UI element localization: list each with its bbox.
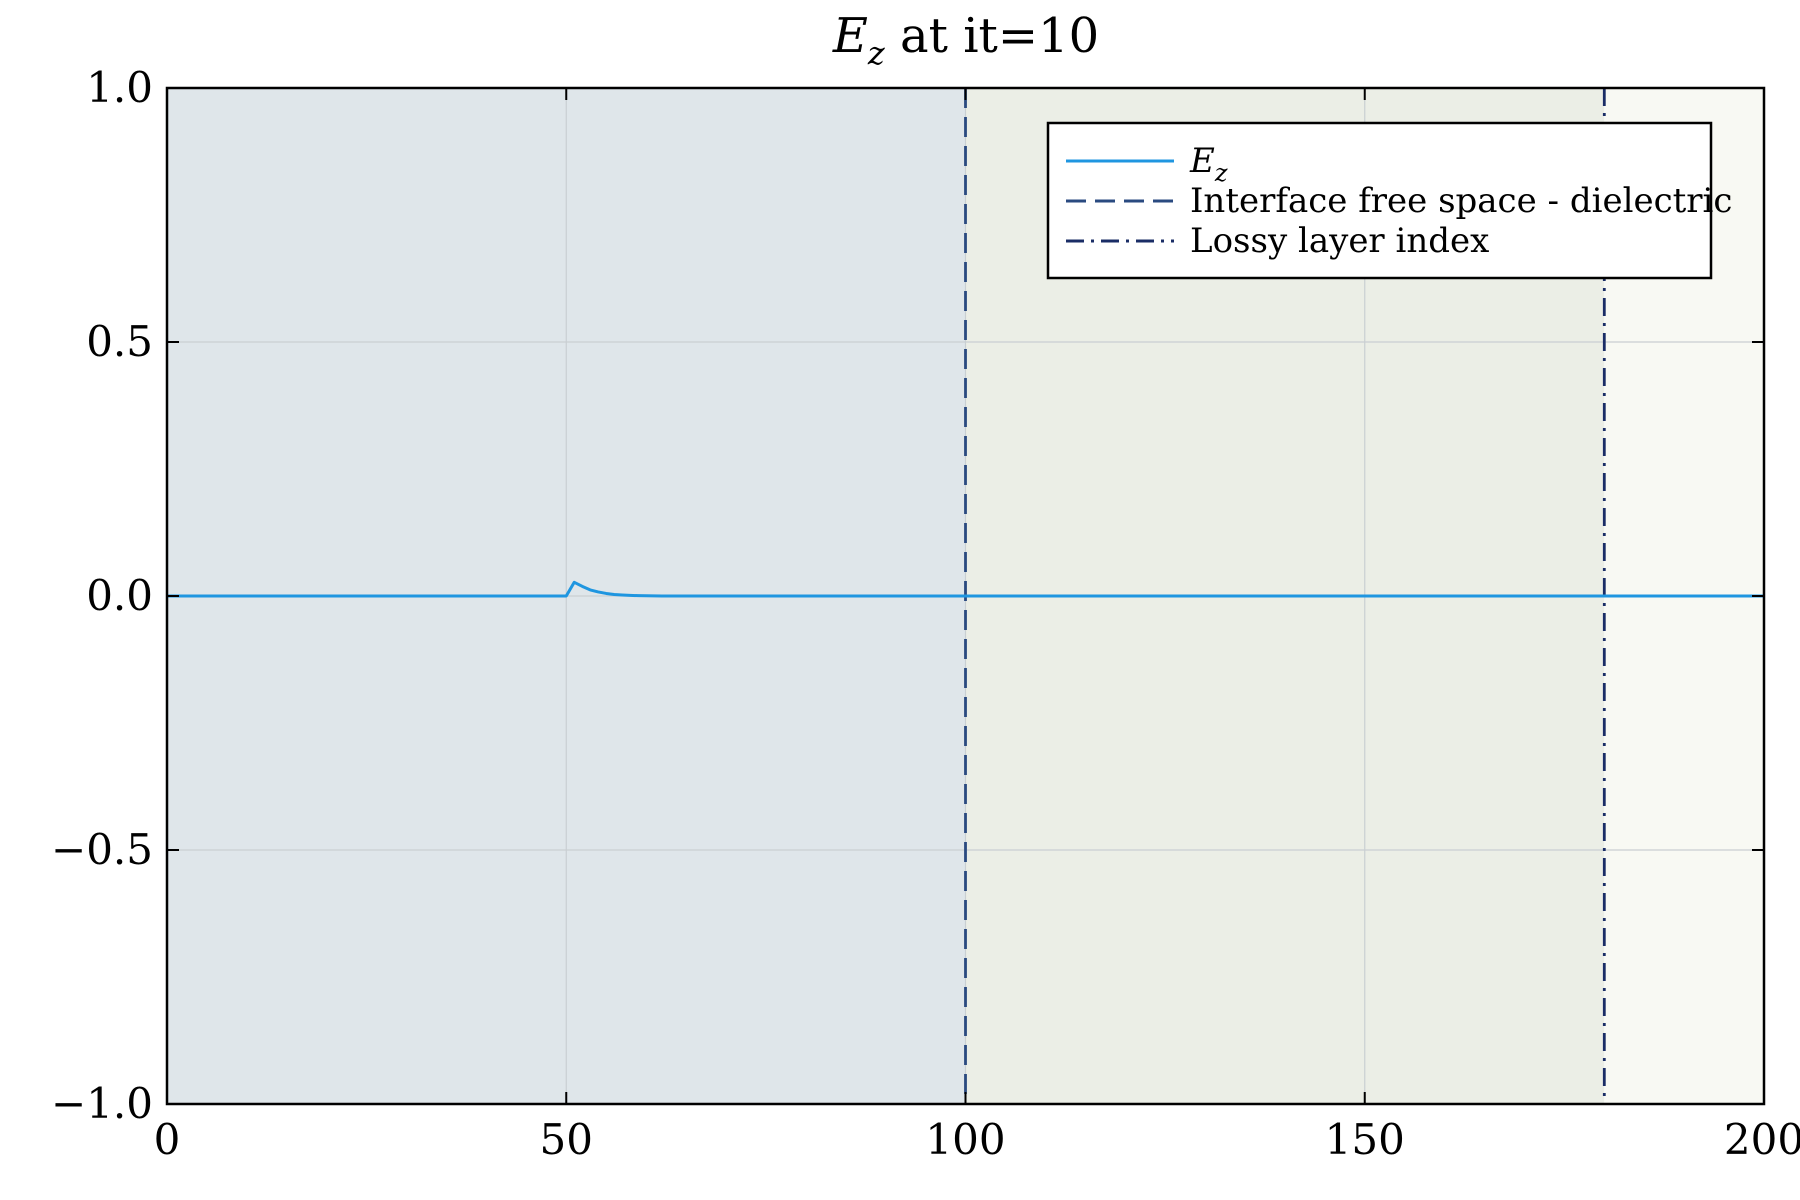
series-line-0 [167, 580, 1764, 598]
y-tick-label-3: 0.5 [86, 317, 153, 366]
y-tick-label-2: 0.0 [86, 571, 153, 620]
title-suffix: at it=10 [885, 8, 1099, 64]
title-symbol: E [832, 8, 868, 64]
tick-labels: 0 50 100 150 200 −1.0 −0.5 0.0 0.5 1.0 [51, 63, 1800, 1164]
axis-ticks [166, 87, 1765, 1105]
legend-label-1: Interface free space - dielectric [1190, 181, 1732, 221]
x-tick-label-50: 50 [540, 1115, 593, 1164]
legend-label-0: Ez [1189, 141, 1228, 187]
plot-lines [167, 88, 1764, 1104]
x-tick-label-0: 0 [154, 1115, 181, 1164]
y-tick-label-4: 1.0 [86, 63, 153, 112]
x-tick-label-200: 200 [1724, 1115, 1800, 1164]
y-tick-label-1: −0.5 [51, 825, 153, 874]
legend-label-2: Lossy layer index [1190, 221, 1489, 261]
x-tick-label-100: 100 [925, 1115, 1005, 1164]
title-subscript: z [867, 34, 886, 72]
chart-title: Ez at it=10 [832, 8, 1099, 72]
y-tick-label-0: −1.0 [51, 1079, 153, 1128]
x-tick-label-150: 150 [1325, 1115, 1405, 1164]
